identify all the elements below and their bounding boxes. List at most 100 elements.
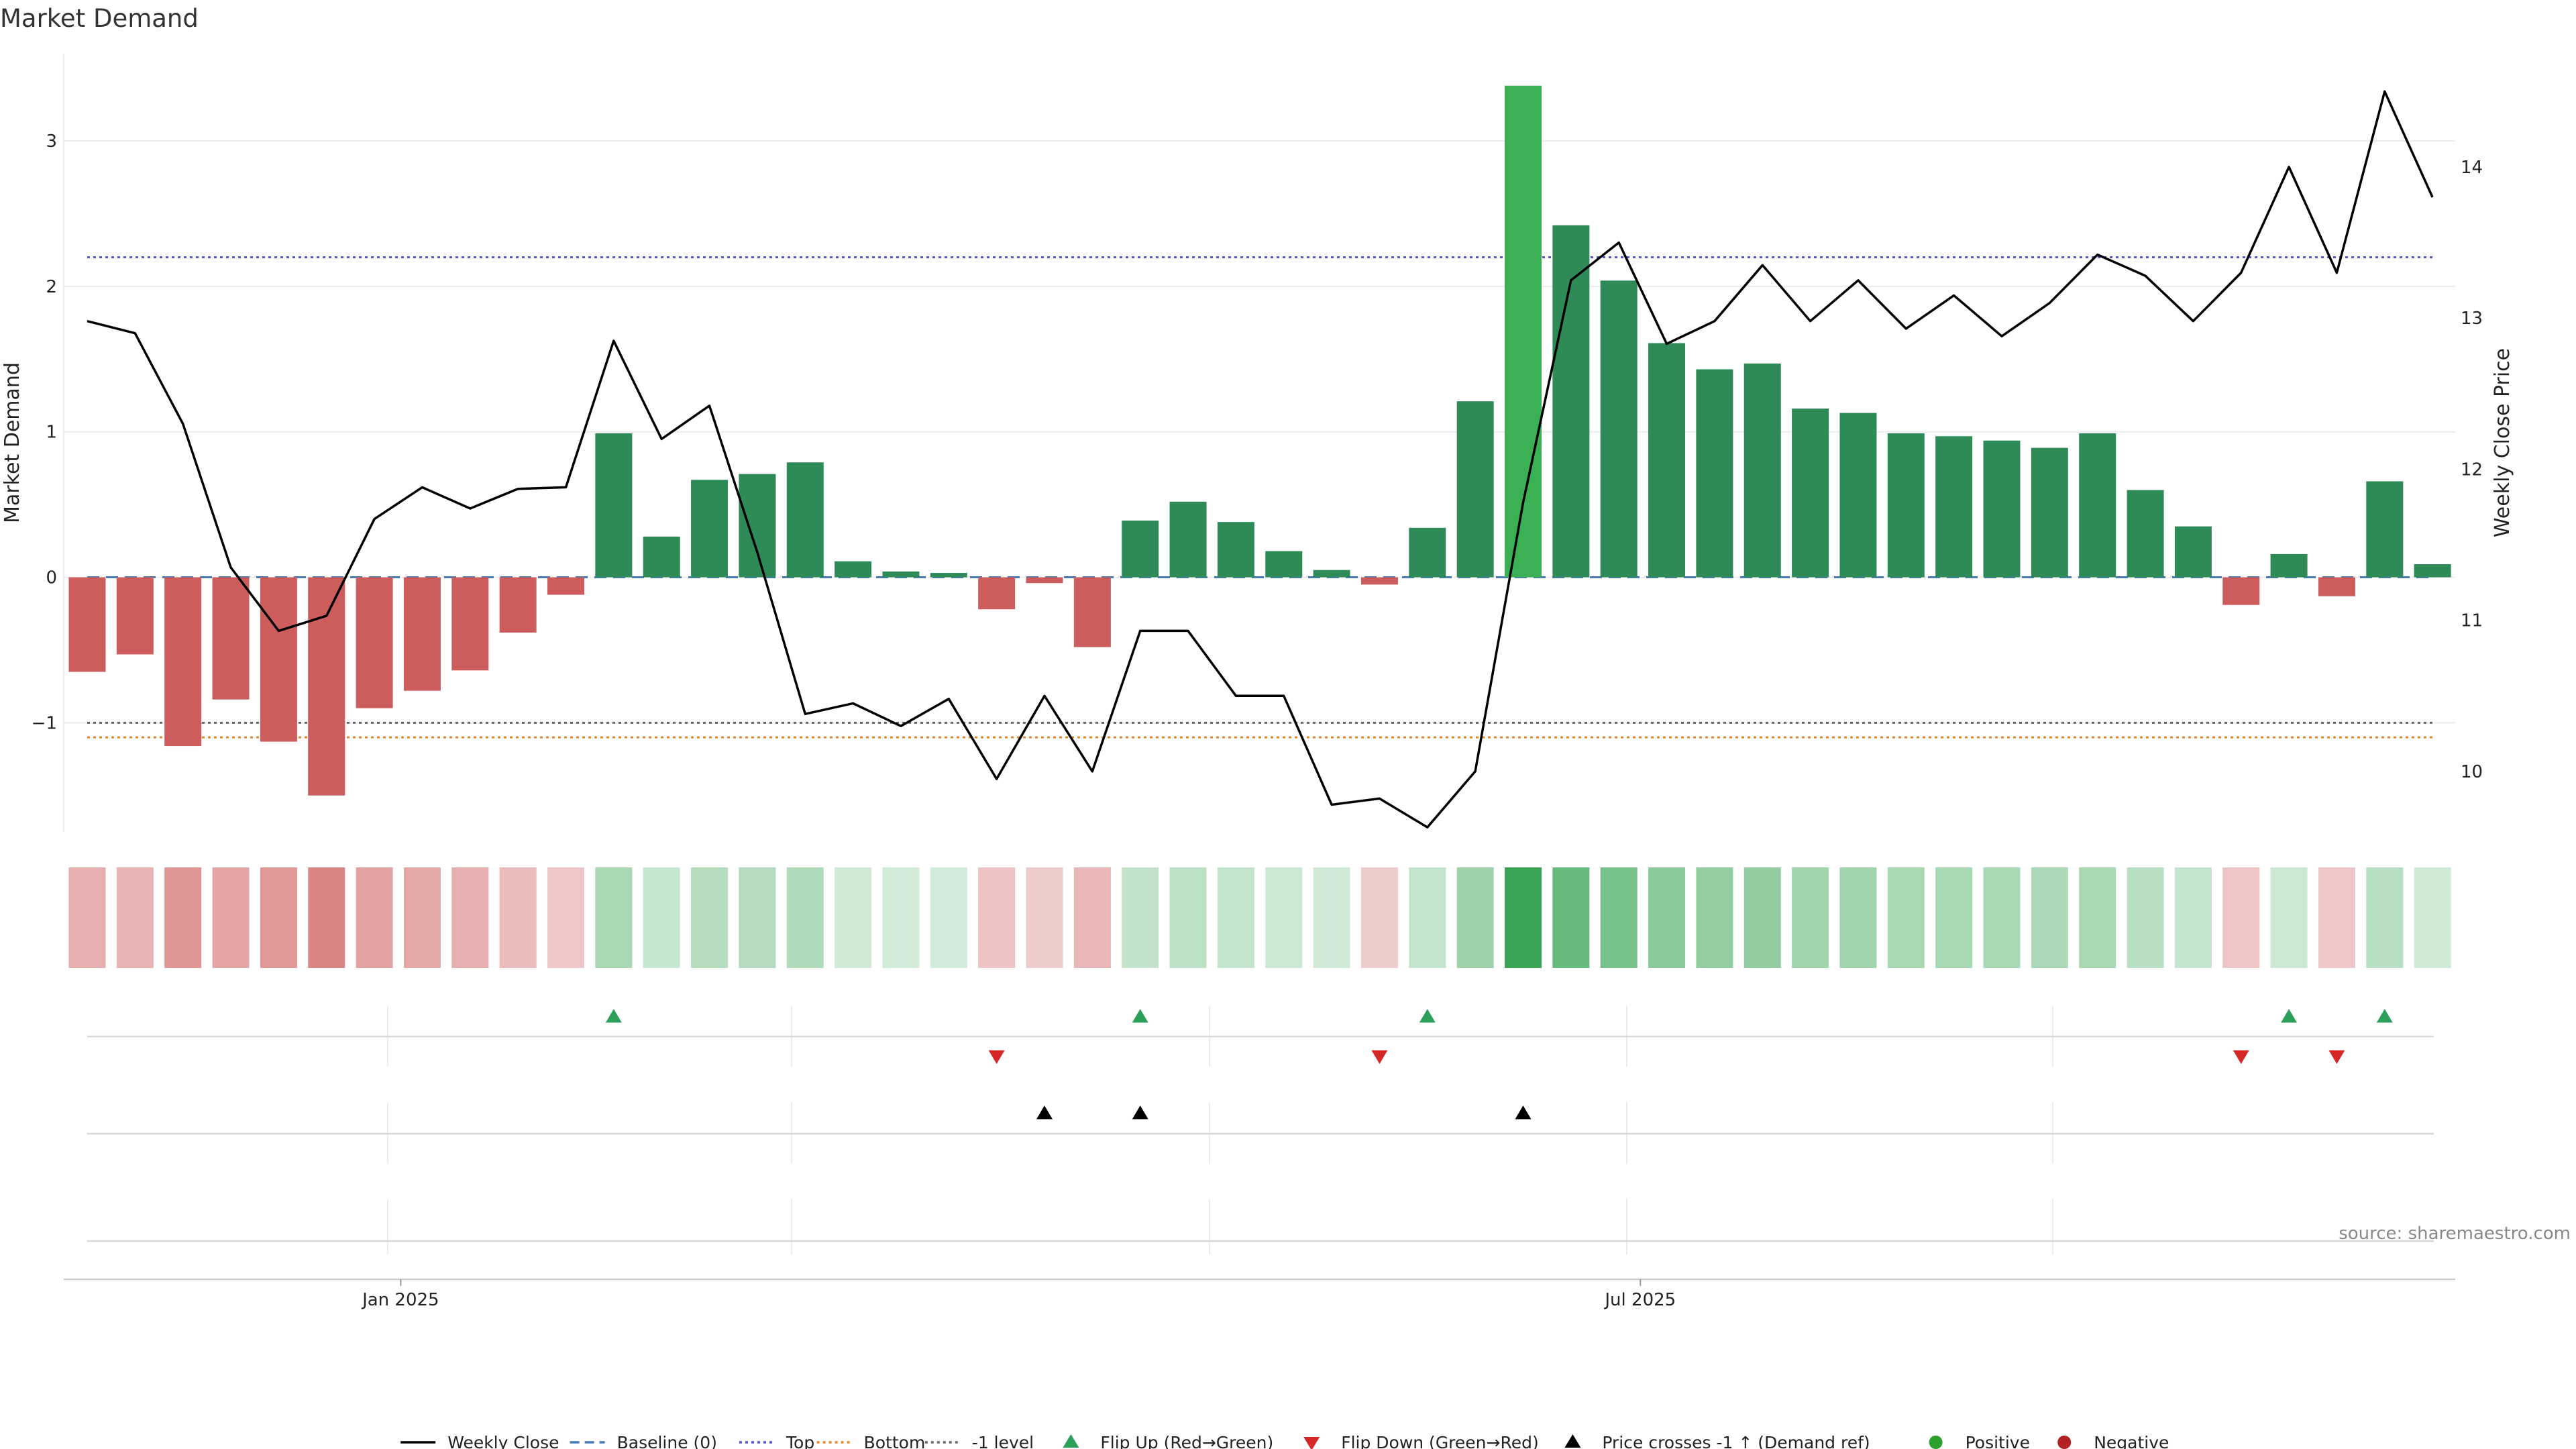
demand-bar	[68, 577, 106, 672]
heat-cell	[1935, 867, 1973, 968]
demand-bar	[1648, 343, 1686, 578]
heat-cell	[978, 867, 1016, 968]
demand-bar	[451, 577, 489, 671]
legend-label: Top	[786, 1433, 814, 1449]
x-tick-label: Jan 2025	[361, 1290, 439, 1310]
heat-cell	[2366, 867, 2404, 968]
demand-bar	[1409, 527, 1446, 578]
heat-cell	[1360, 867, 1398, 968]
heat-cell	[1026, 867, 1063, 968]
y-left-tick-label: −1	[32, 713, 57, 733]
legend-label: Flip Up (Red→Green)	[1100, 1433, 1273, 1449]
demand-bar	[403, 577, 441, 691]
heat-cell	[499, 867, 537, 968]
demand-bar	[1360, 577, 1398, 585]
heat-cell	[116, 867, 154, 968]
legend-label: Flip Down (Green→Red)	[1341, 1433, 1539, 1449]
demand-bar	[739, 474, 776, 578]
demand-bar	[2127, 490, 2164, 578]
flip-down-marker	[2233, 1050, 2249, 1064]
signal-markers	[87, 1006, 2434, 1254]
heat-cell	[1600, 867, 1638, 968]
price-cross-marker	[1036, 1106, 1053, 1120]
flip-down-marker	[2328, 1050, 2345, 1064]
demand-bar	[1169, 501, 1207, 578]
heat-cell	[2031, 867, 2068, 968]
demand-bar	[2031, 447, 2068, 578]
price-cross-marker	[1132, 1106, 1148, 1120]
heat-cell	[1409, 867, 1446, 968]
heat-cell	[786, 867, 824, 968]
y-axis-left-label: Market Demand	[1, 362, 24, 523]
heat-cell	[451, 867, 489, 968]
demand-bar	[1122, 521, 1159, 578]
demand-bar	[1456, 401, 1494, 578]
chart-title: Market Demand	[0, 4, 199, 33]
y-left-tick-label: 3	[46, 131, 57, 152]
flip-up-marker	[1419, 1009, 1436, 1023]
demand-bar	[499, 577, 537, 633]
heat-cell	[1839, 867, 1877, 968]
heat-cell	[2174, 867, 2212, 968]
demand-bar	[2318, 577, 2355, 596]
heat-cell	[2127, 867, 2164, 968]
demand-bar	[1839, 413, 1877, 578]
demand-bar	[356, 577, 393, 708]
heat-cell	[2318, 867, 2355, 968]
heat-cell	[1122, 867, 1159, 968]
heat-cell	[2222, 867, 2260, 968]
legend: Weekly Close Baseline (0) Top Bottom -1 leve…	[400, 1433, 2169, 1449]
legend-label: Weekly Close	[447, 1433, 559, 1449]
demand-bar	[1600, 280, 1638, 578]
demand-bar	[1313, 570, 1350, 578]
demand-bar	[2270, 553, 2308, 578]
legend-label: Positive	[1966, 1433, 2030, 1449]
heat-cell	[1265, 867, 1303, 968]
demand-bar	[978, 577, 1016, 610]
heat-cell	[1313, 867, 1350, 968]
heat-cell	[1983, 867, 2021, 968]
heat-cell	[547, 867, 584, 968]
legend-label: Price crosses -1 ↑ (Demand ref)	[1602, 1433, 1870, 1449]
demand-bar	[2366, 481, 2404, 578]
y-left-tick-label: 0	[46, 568, 57, 588]
weekly-close-line	[87, 90, 2434, 828]
demand-bar	[2222, 577, 2260, 605]
demand-bar	[1026, 577, 1063, 584]
legend-swatch	[1929, 1436, 1943, 1449]
flip-down-marker	[988, 1050, 1005, 1064]
demand-heat-strip	[68, 867, 2451, 968]
heat-cell	[68, 867, 106, 968]
heat-cell	[1169, 867, 1207, 968]
heat-cell	[212, 867, 250, 968]
demand-bar	[2079, 433, 2116, 578]
heat-cell	[308, 867, 345, 968]
y-right-tick-label: 11	[2461, 611, 2483, 631]
legend-swatch	[1063, 1434, 1079, 1448]
legend-swatch	[1303, 1437, 1320, 1449]
demand-bar	[691, 480, 729, 578]
demand-bar	[1935, 436, 1973, 578]
price-cross-marker	[1515, 1106, 1532, 1120]
demand-bar	[930, 573, 967, 578]
heat-cell	[643, 867, 680, 968]
demand-bar	[786, 462, 824, 578]
demand-bar	[1505, 85, 1542, 578]
flip-up-marker	[1132, 1009, 1148, 1023]
legend-label: Baseline (0)	[617, 1433, 717, 1449]
legend-swatch	[1564, 1434, 1581, 1448]
demand-bar	[1983, 440, 2021, 578]
heat-cell	[2414, 867, 2451, 968]
y-left-tick-label: 1	[46, 423, 57, 443]
demand-bar	[2174, 526, 2212, 578]
demand-bar	[164, 577, 202, 747]
heat-cell	[882, 867, 920, 968]
heat-cell	[1073, 867, 1111, 968]
heat-cell	[1792, 867, 1829, 968]
heat-cell	[1743, 867, 1781, 968]
demand-bar	[1696, 369, 1733, 578]
demand-bar	[1792, 409, 1829, 578]
x-axis: Jan 2025 Jul 2025	[63, 54, 2455, 1310]
demand-bar	[212, 577, 250, 700]
